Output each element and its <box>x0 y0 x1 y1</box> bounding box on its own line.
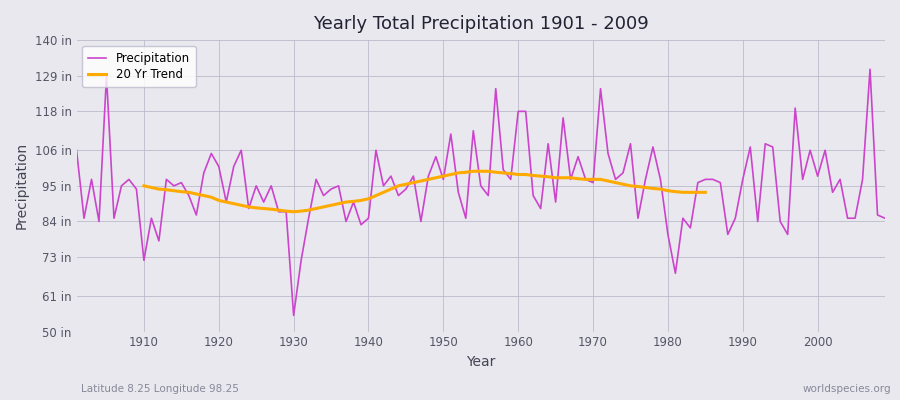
Precipitation <box>865 67 876 72</box>
Precipitation <box>513 109 524 114</box>
Precipitation <box>131 187 142 192</box>
20 Yr Trend <box>527 173 538 178</box>
Text: Latitude 8.25 Longitude 98.25: Latitude 8.25 Longitude 98.25 <box>81 384 239 394</box>
Precipitation <box>348 200 359 204</box>
Precipitation <box>879 216 890 221</box>
Precipitation <box>288 313 299 318</box>
Precipitation <box>303 216 314 221</box>
20 Yr Trend <box>700 190 711 195</box>
Text: worldspecies.org: worldspecies.org <box>803 384 891 394</box>
Title: Yearly Total Precipitation 1901 - 2009: Yearly Total Precipitation 1901 - 2009 <box>313 15 649 33</box>
20 Yr Trend <box>139 184 149 188</box>
20 Yr Trend <box>468 169 479 174</box>
20 Yr Trend <box>288 209 299 214</box>
Precipitation <box>520 109 531 114</box>
Precipitation <box>71 148 82 153</box>
Y-axis label: Precipitation: Precipitation <box>15 142 29 230</box>
20 Yr Trend <box>438 174 449 178</box>
Legend: Precipitation, 20 Yr Trend: Precipitation, 20 Yr Trend <box>83 46 195 87</box>
Line: 20 Yr Trend: 20 Yr Trend <box>144 171 706 212</box>
X-axis label: Year: Year <box>466 355 496 369</box>
20 Yr Trend <box>603 178 614 183</box>
Precipitation <box>610 177 621 182</box>
Line: Precipitation: Precipitation <box>76 69 885 315</box>
20 Yr Trend <box>513 172 524 177</box>
20 Yr Trend <box>191 192 202 196</box>
20 Yr Trend <box>340 200 351 204</box>
